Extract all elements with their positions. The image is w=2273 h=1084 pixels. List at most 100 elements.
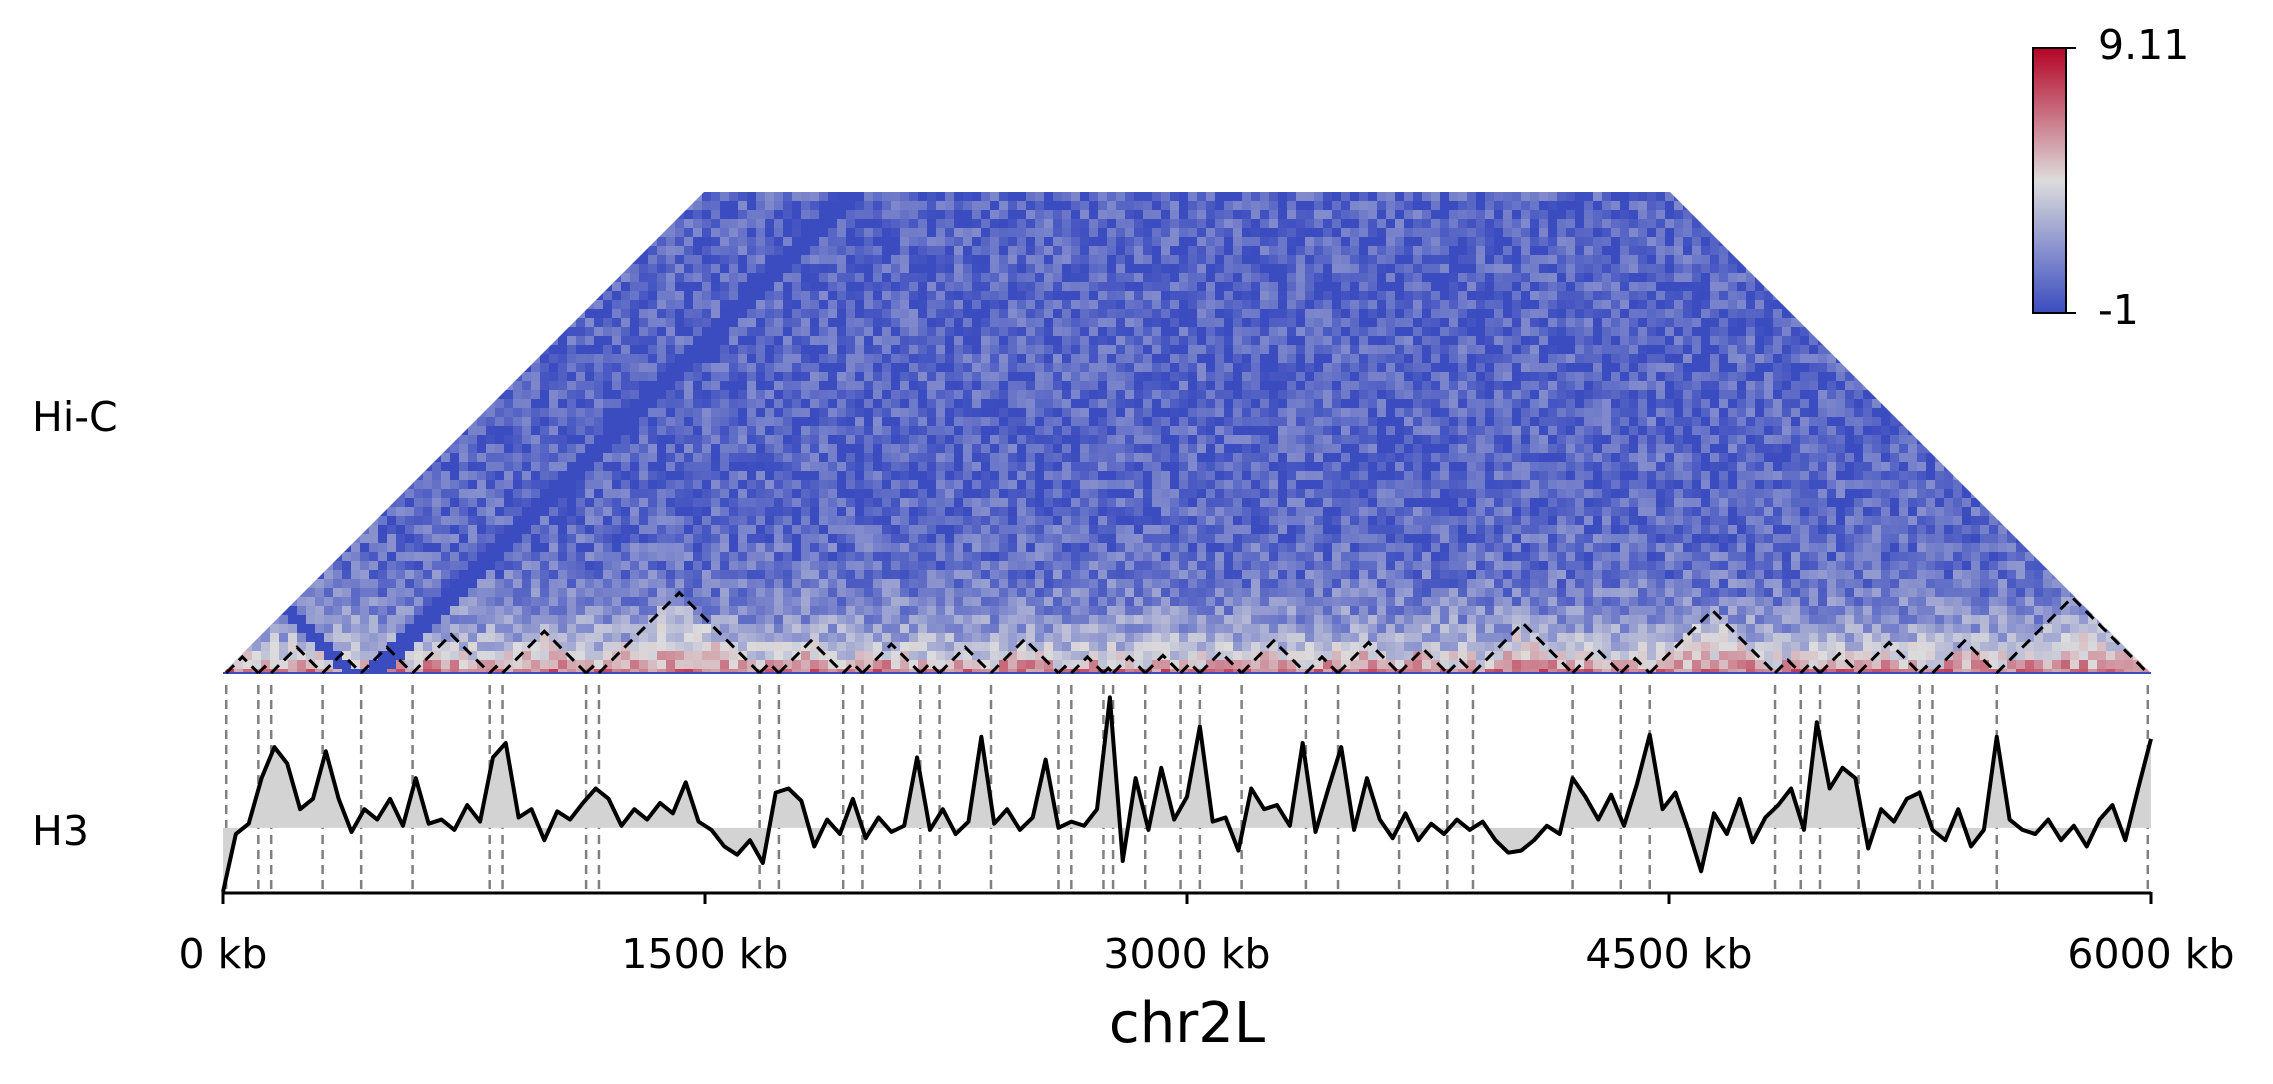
hic-cell xyxy=(1125,381,1135,391)
hic-cell xyxy=(1017,444,1027,454)
hic-cell xyxy=(1188,480,1198,490)
hic-cell xyxy=(693,480,703,490)
hic-cell xyxy=(1197,246,1207,256)
hic-cell xyxy=(1071,453,1081,463)
hic-cell xyxy=(1467,498,1477,508)
hic-cell xyxy=(1728,264,1738,274)
hic-cell xyxy=(999,354,1009,364)
hic-cell xyxy=(774,363,784,373)
hic-cell xyxy=(1548,282,1558,292)
hic-cell xyxy=(783,291,793,301)
hic-cell xyxy=(1242,372,1252,382)
hic-cell xyxy=(1089,291,1099,301)
hic-cell xyxy=(927,309,937,319)
hic-cell xyxy=(1755,291,1765,301)
hic-cell xyxy=(747,327,757,337)
hic-cell xyxy=(1494,336,1504,346)
hic-cell xyxy=(1935,480,1945,490)
hic-cell xyxy=(1053,435,1063,445)
hic-cell xyxy=(1089,489,1099,499)
hic-cell xyxy=(1233,381,1243,391)
hic-cell xyxy=(1665,345,1675,355)
hic-cell xyxy=(1314,390,1324,400)
hic-cell xyxy=(1818,345,1828,355)
hic-cell xyxy=(1062,336,1072,346)
hic-cell xyxy=(1458,228,1468,238)
hic-cell xyxy=(1071,354,1081,364)
hic-cell xyxy=(1665,426,1675,436)
hic-cell xyxy=(1512,192,1522,202)
hic-cell xyxy=(1809,435,1819,445)
hic-cell xyxy=(918,291,928,301)
hic-cell xyxy=(963,336,973,346)
hic-cell xyxy=(1764,399,1774,409)
hic-cell xyxy=(747,246,757,256)
hic-cell xyxy=(1557,327,1567,337)
hic-cell xyxy=(1161,282,1171,292)
hic-cell xyxy=(1539,498,1549,508)
hic-cell xyxy=(1080,435,1090,445)
hic-cell xyxy=(1800,345,1810,355)
hic-cell xyxy=(1287,426,1297,436)
hic-cell xyxy=(774,417,784,427)
hic-cell xyxy=(1377,318,1387,328)
hic-cell xyxy=(1818,408,1828,418)
hic-cell xyxy=(1071,201,1081,211)
hic-cell xyxy=(1431,345,1441,355)
hic-cell xyxy=(738,489,748,499)
hic-cell xyxy=(1584,228,1594,238)
hic-cell xyxy=(1620,408,1630,418)
hic-cell xyxy=(1377,426,1387,436)
hic-cell xyxy=(1071,309,1081,319)
hic-cell xyxy=(621,426,631,436)
hic-cell xyxy=(1548,417,1558,427)
hic-cell xyxy=(621,381,631,391)
hic-cell xyxy=(1503,300,1513,310)
hic-cell xyxy=(603,453,613,463)
hic-cell xyxy=(675,219,685,229)
hic-cell xyxy=(1548,399,1558,409)
hic-cell xyxy=(1539,372,1549,382)
hic-cell xyxy=(1647,372,1657,382)
hic-cell xyxy=(594,462,604,472)
hic-cell xyxy=(1332,228,1342,238)
hic-cell xyxy=(1062,480,1072,490)
hic-cell xyxy=(1629,210,1639,220)
hic-cell xyxy=(783,435,793,445)
hic-cell xyxy=(1170,471,1180,481)
hic-cell xyxy=(792,426,802,436)
hic-cell xyxy=(1800,417,1810,427)
hic-cell xyxy=(891,480,901,490)
hic-cell xyxy=(1359,444,1369,454)
hic-cell xyxy=(1755,273,1765,283)
hic-cell xyxy=(1638,255,1648,265)
hic-cell xyxy=(666,345,676,355)
hic-cell xyxy=(1170,399,1180,409)
hic-cell xyxy=(972,462,982,472)
hic-cell xyxy=(1620,210,1630,220)
hic-cell xyxy=(1539,399,1549,409)
hic-cell xyxy=(612,480,622,490)
hic-cell xyxy=(1701,471,1711,481)
hic-cell xyxy=(1017,318,1027,328)
hic-cell xyxy=(1314,255,1324,265)
hic-cell xyxy=(1224,426,1234,436)
hic-cell xyxy=(1602,201,1612,211)
hic-cell xyxy=(774,480,784,490)
hic-cell xyxy=(1548,336,1558,346)
hic-cell xyxy=(1971,489,1981,499)
hic-cell xyxy=(1017,471,1027,481)
hic-cell xyxy=(1629,372,1639,382)
hic-cell xyxy=(684,300,694,310)
hic-cell xyxy=(1053,219,1063,229)
hic-cell xyxy=(1692,363,1702,373)
hic-cell xyxy=(1008,219,1018,229)
hic-cell xyxy=(1305,417,1315,427)
hic-cell xyxy=(1629,417,1639,427)
hic-cell xyxy=(1917,462,1927,472)
hic-cell xyxy=(1485,462,1495,472)
hic-cell xyxy=(1197,291,1207,301)
hic-cell xyxy=(1341,300,1351,310)
hic-cell xyxy=(738,363,748,373)
hic-cell xyxy=(1521,300,1531,310)
